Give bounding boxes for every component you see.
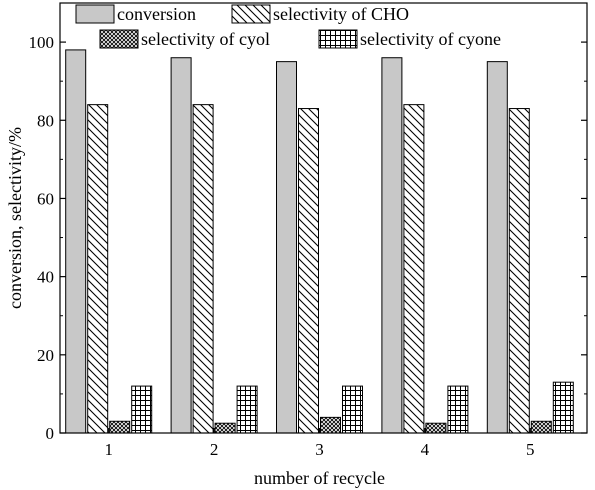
y-tick-label: 0 [46, 424, 55, 443]
y-tick-label: 80 [37, 111, 54, 130]
legend-swatch-selectivity-of-cyone [318, 29, 358, 49]
bar-selectivity-of-cho-1 [87, 104, 109, 434]
legend-label: conversion [117, 4, 196, 24]
y-tick-label: 100 [29, 33, 55, 52]
y-tick-label: 20 [37, 346, 54, 365]
plot-frame [59, 2, 588, 434]
bar-selectivity-of-cyol-2 [214, 422, 236, 434]
legend-swatch-conversion [75, 4, 115, 24]
y-axis-title: conversion, selectivity/% [5, 127, 25, 309]
bars-layer [65, 49, 574, 434]
bar-conversion-3 [276, 61, 297, 434]
x-tick-label: 5 [526, 440, 535, 459]
bar-selectivity-of-cyone-2 [236, 385, 258, 434]
bar-conversion-2 [170, 57, 192, 434]
bar-selectivity-of-cyol-4 [425, 422, 447, 434]
bar-selectivity-of-cyol-5 [530, 420, 552, 434]
bar-selectivity-of-cyol-1 [109, 420, 131, 434]
legend: conversion selectivity of CHOselectivity … [75, 4, 501, 49]
bar-selectivity-of-cyone-4 [447, 385, 469, 434]
legend-swatch-selectivity-of-cyol [99, 29, 139, 49]
bar-selectivity-of-cho-2 [192, 104, 214, 434]
legend-swatch-selectivity-of-cho [231, 4, 271, 24]
bar-selectivity-of-cyone-3 [342, 385, 363, 434]
legend-label: selectivity of cyol [141, 29, 270, 49]
x-tick-label: 2 [210, 440, 219, 459]
bar-selectivity-of-cho-5 [508, 108, 530, 434]
bar-selectivity-of-cho-4 [403, 104, 425, 434]
bar-conversion-1 [65, 49, 87, 434]
bar-conversion-4 [381, 57, 403, 434]
y-axis: 0 20 40 60 80 100 [29, 33, 587, 443]
bar-selectivity-of-cyol-3 [320, 416, 341, 434]
legend-label: selectivity of CHO [273, 4, 409, 24]
x-tick-label: 1 [104, 440, 113, 459]
y-tick-label: 40 [37, 268, 54, 287]
bar-selectivity-of-cho-3 [298, 108, 319, 434]
bar-selectivity-of-cyone-5 [552, 381, 574, 434]
legend-label: selectivity of cyone [360, 29, 501, 49]
x-tick-label: 3 [315, 440, 324, 459]
bar-selectivity-of-cyone-1 [131, 385, 153, 434]
y-tick-label: 60 [37, 189, 54, 208]
x-axis-title: number of recycle [254, 468, 385, 488]
bar-conversion-5 [486, 61, 508, 434]
x-tick-label: 4 [421, 440, 430, 459]
x-axis: 1 2 3 4 5 [104, 428, 535, 459]
